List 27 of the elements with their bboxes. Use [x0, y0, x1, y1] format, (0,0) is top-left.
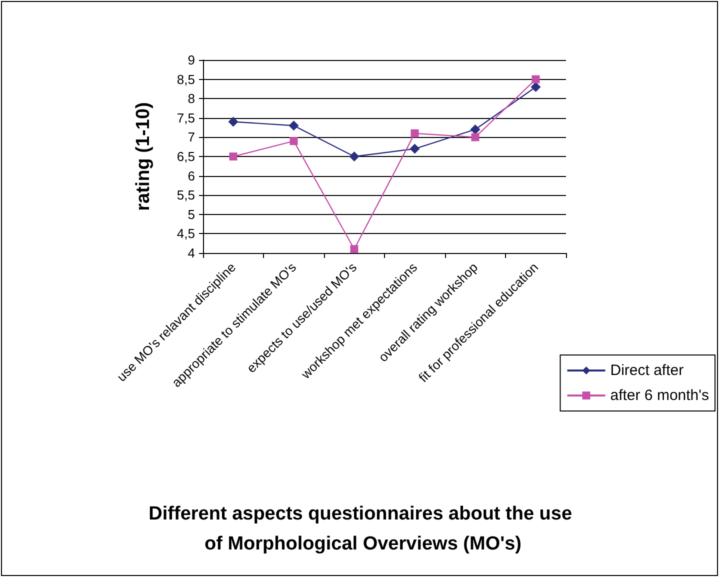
- y-tick-label: 7,5: [176, 110, 195, 126]
- y-tick-label: 7: [188, 130, 195, 145]
- point: [228, 116, 238, 127]
- point: [350, 245, 358, 254]
- y-tick-label: 4,5: [176, 226, 195, 242]
- y-tick-label: 6: [188, 168, 195, 184]
- point: [290, 137, 298, 146]
- text: Different aspects questionnaires about the use of Morphological Overviews (MO's): [148, 504, 578, 554]
- legend-label: Direct after: [610, 362, 684, 379]
- point: [410, 129, 419, 138]
- point: [530, 82, 541, 92]
- point: [471, 133, 480, 142]
- y-tick-label: 4: [188, 246, 195, 260]
- y-axis-title: rating (1-10): [133, 102, 154, 211]
- y-tick-label: 5,5: [176, 188, 195, 203]
- point: [229, 152, 238, 160]
- point: [470, 124, 480, 134]
- y-tick-label: 8,5: [176, 72, 195, 87]
- y-tick-label: 6,5: [176, 149, 195, 164]
- y-tick-label: 5: [188, 206, 195, 222]
- point: [410, 144, 420, 154]
- point: [349, 152, 360, 162]
- y-tick-label: 9: [188, 52, 195, 68]
- point: [288, 120, 299, 131]
- y-tick-label: 8: [188, 91, 195, 106]
- point: [532, 75, 540, 84]
- legend-label: after 6 month's: [610, 387, 710, 404]
